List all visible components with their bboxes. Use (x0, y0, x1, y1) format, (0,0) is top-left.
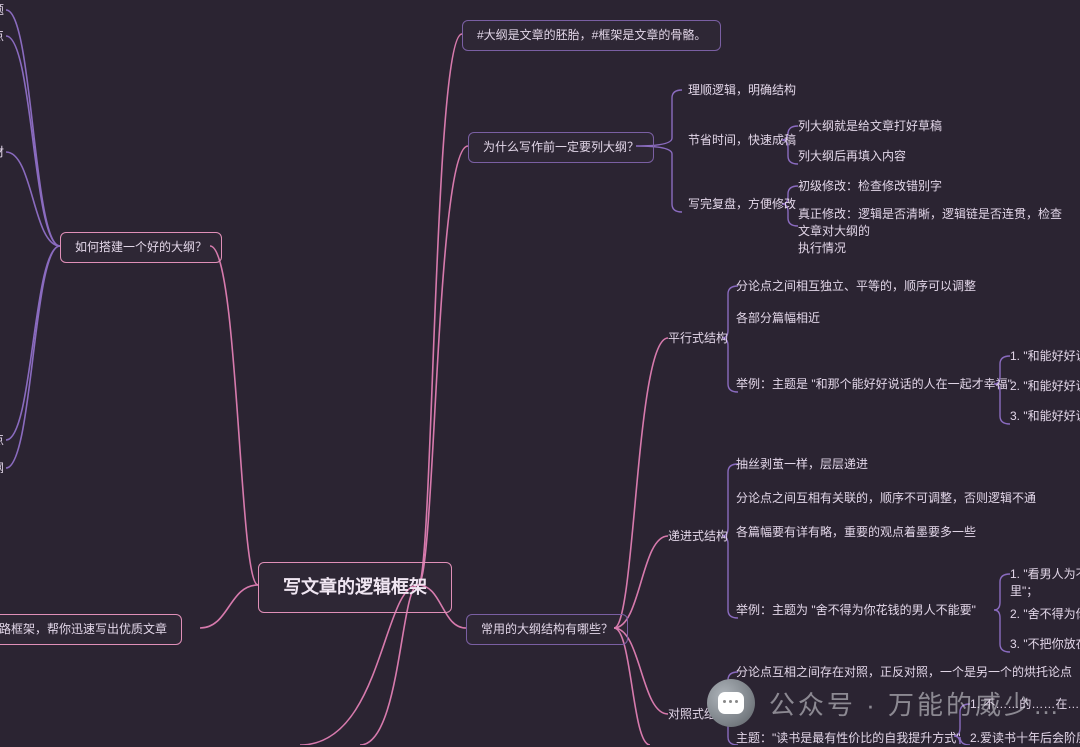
parallel-b: 各部分篇幅相近 (736, 310, 820, 327)
parallel-title: 平行式结构 (668, 330, 728, 347)
frag-argument: 论点 (0, 28, 4, 45)
frag-topic: 选题 (0, 2, 4, 19)
node-common[interactable]: 常用的大纲结构有哪些？ (466, 614, 628, 645)
why-r1: 理顺逻辑，明确结构 (688, 82, 796, 99)
progressive-d2: 2. "舍不得为你花钱其实就是心疼钱 (1010, 606, 1080, 623)
contrast-b: 主题："读书是最有性价比的自我提升方式" (736, 730, 961, 747)
wechat-icon (707, 679, 755, 727)
why-r3a: 初级修改：检查修改错别字 (798, 178, 942, 195)
why-r3b: 真正修改：逻辑是否清晰，逻辑链是否连贯，检查文章对大纲的执行情况 (798, 206, 1068, 256)
parallel-c1: 1. "和能好好说话的人在一起 (1010, 348, 1080, 365)
frag-point2: 论点 (0, 432, 4, 449)
root-node[interactable]: 写文章的逻辑框架 (258, 562, 452, 613)
parallel-c3: 3. "和能好好说话的人在一起 (1010, 408, 1080, 425)
watermark: 公众号 · 万能的威少… (707, 679, 1062, 727)
progressive-title: 递进式结构 (668, 528, 728, 545)
why-r3: 写完复盘，方便修改 (688, 196, 796, 213)
progressive-c: 各篇幅要有详有略，重要的观点着墨要多一些 (736, 524, 976, 541)
progressive-b: 分论点之间互相有关联的，顺序不可调整，否则逻辑不通 (736, 490, 1036, 507)
why-r2: 节省时间，快速成稿 (688, 132, 796, 149)
progressive-d: 举例：主题为 "舍不得为你花钱的男人不能要" (736, 602, 976, 619)
parallel-a: 分论点之间相互独立、平等的，顺序可以调整 (736, 278, 976, 295)
node-why[interactable]: 为什么写作前一定要列大纲？ (468, 132, 654, 163)
parallel-c: 举例：主题是 "和那个能好好说话的人在一起才幸福" (736, 376, 1012, 393)
progressive-d1: 1. "看男人为不为你花钱不是物质的里"； (1010, 566, 1080, 600)
node-routine[interactable]: 的套路框架，帮你迅速写出优质文章 (0, 614, 182, 645)
parallel-c2: 2. "和能好好说话的人在一起 (1010, 378, 1080, 395)
why-r2b: 列大纲后再填入内容 (798, 148, 906, 165)
node-analogy[interactable]: #大纲是文章的胚胎，#框架是文章的骨骼。 (462, 20, 721, 51)
why-r2a: 列大纲就是给文章打好草稿 (798, 118, 942, 135)
watermark-text: 公众号 · 万能的威少… (769, 685, 1062, 722)
contrast-b2: 2.爱读书十年后会阶层跃迁、人 (970, 730, 1080, 747)
progressive-a: 抽丝剥茧一样，层层递进 (736, 456, 868, 473)
frag-material: 素材 (0, 144, 4, 161)
frag-outline: 大纲 (0, 460, 4, 477)
progressive-d3: 3. "不把你放在心上的男人，跟了他 (1010, 636, 1080, 653)
node-howto[interactable]: 如何搭建一个好的大纲？ (60, 232, 222, 263)
